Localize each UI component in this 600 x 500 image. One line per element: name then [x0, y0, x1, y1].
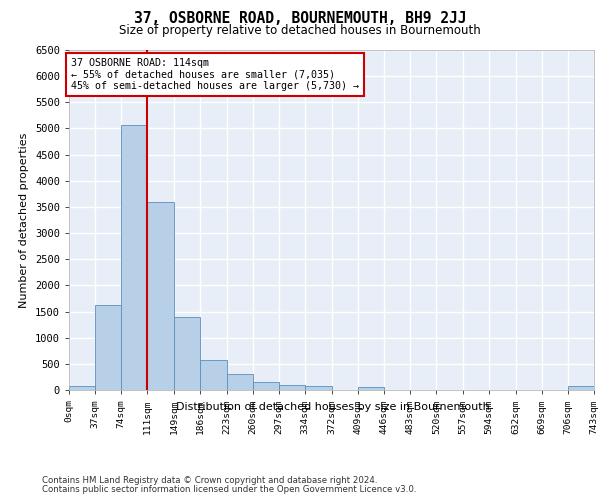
Bar — [253, 382, 279, 390]
Text: Contains HM Land Registry data © Crown copyright and database right 2024.: Contains HM Land Registry data © Crown c… — [42, 476, 377, 485]
Bar — [227, 374, 253, 390]
Bar — [174, 317, 200, 390]
Bar — [279, 385, 305, 390]
Bar — [568, 386, 594, 390]
Text: Distribution of detached houses by size in Bournemouth: Distribution of detached houses by size … — [176, 402, 490, 412]
Text: Contains public sector information licensed under the Open Government Licence v3: Contains public sector information licen… — [42, 485, 416, 494]
Bar — [305, 386, 332, 390]
Text: 37, OSBORNE ROAD, BOURNEMOUTH, BH9 2JJ: 37, OSBORNE ROAD, BOURNEMOUTH, BH9 2JJ — [134, 11, 466, 26]
Bar — [148, 202, 174, 390]
Text: 37 OSBORNE ROAD: 114sqm
← 55% of detached houses are smaller (7,035)
45% of semi: 37 OSBORNE ROAD: 114sqm ← 55% of detache… — [71, 58, 359, 91]
Bar — [95, 305, 121, 390]
Bar — [358, 388, 384, 390]
Text: Size of property relative to detached houses in Bournemouth: Size of property relative to detached ho… — [119, 24, 481, 37]
Bar — [121, 124, 148, 390]
Bar — [69, 386, 95, 390]
Bar — [200, 360, 227, 390]
Y-axis label: Number of detached properties: Number of detached properties — [19, 132, 29, 308]
